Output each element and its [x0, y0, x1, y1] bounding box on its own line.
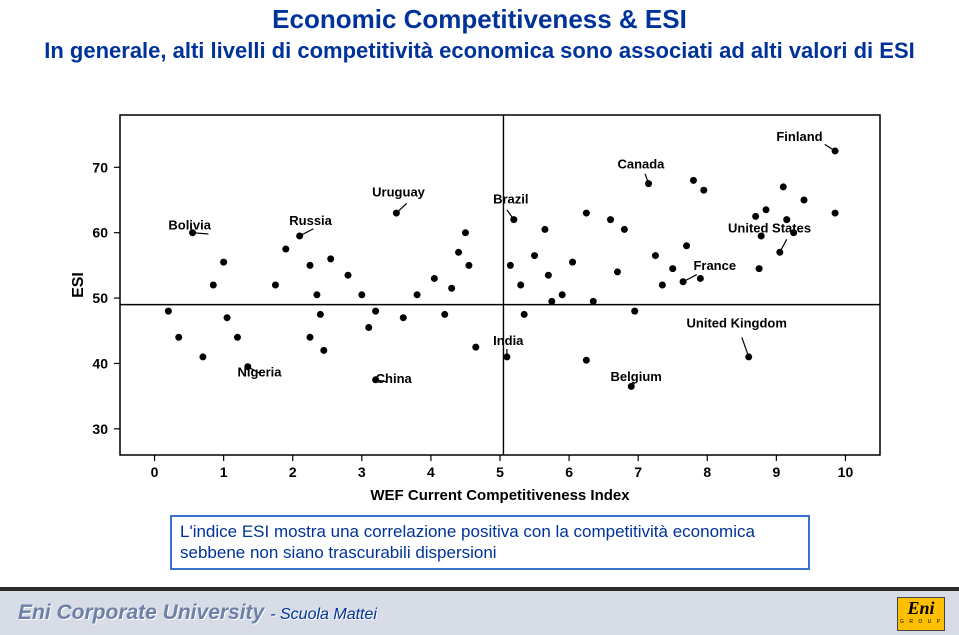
footer: Eni Corporate University - Scuola Mattei… [0, 587, 959, 635]
chart-label: Canada [617, 157, 665, 172]
chart-label: Brazil [493, 191, 528, 206]
svg-text:ESI: ESI [70, 272, 87, 298]
svg-text:0: 0 [151, 464, 159, 480]
logo-group: G R O U P [900, 619, 942, 625]
svg-text:6: 6 [565, 464, 573, 480]
svg-text:50: 50 [92, 290, 108, 306]
chart-label: India [493, 333, 524, 348]
chart-label: Bolivia [168, 217, 211, 232]
chart-label: China [376, 371, 413, 386]
chart-label: United States [728, 221, 811, 236]
svg-text:8: 8 [703, 464, 711, 480]
caption-text: L'indice ESI mostra una correlazione pos… [180, 521, 800, 564]
page-subtitle: In generale, alti livelli di competitivi… [0, 38, 959, 64]
svg-text:10: 10 [838, 464, 854, 480]
svg-text:30: 30 [92, 421, 108, 437]
chart-label: Russia [289, 213, 332, 228]
svg-text:40: 40 [92, 355, 108, 371]
slide-root: Economic Competitiveness & ESI In genera… [0, 0, 959, 635]
svg-text:7: 7 [634, 464, 642, 480]
chart-label: Belgium [611, 369, 662, 384]
page-title: Economic Competitiveness & ESI [0, 4, 959, 35]
svg-text:4: 4 [427, 464, 435, 480]
chart-label: France [693, 258, 736, 273]
footer-bar: Eni Corporate University - Scuola Mattei… [0, 591, 959, 635]
scatter-chart-svg: 0 1 2 3 4 5 6 7 8 9 10 30 40 50 60 70 ESI WEF Current Com… [65, 105, 895, 505]
chart-label: Nigeria [237, 365, 282, 380]
logo-text: Eni [907, 599, 934, 617]
svg-text:WEF Current Competitiveness In: WEF Current Competitiveness Index [370, 487, 630, 504]
caption-box: L'indice ESI mostra una correlazione pos… [170, 515, 810, 570]
chart-label: Uruguay [372, 185, 426, 200]
brand-name: Eni Corporate University [18, 601, 264, 625]
chart-label: Finland [776, 129, 822, 144]
scatter-chart: 0 1 2 3 4 5 6 7 8 9 10 30 40 50 60 70 ESI WEF Current Com… [65, 105, 895, 505]
svg-text:2: 2 [289, 464, 297, 480]
footer-brand: Eni Corporate University - Scuola Mattei [18, 601, 377, 625]
svg-text:5: 5 [496, 464, 504, 480]
svg-text:9: 9 [772, 464, 780, 480]
svg-text:3: 3 [358, 464, 366, 480]
svg-text:1: 1 [220, 464, 228, 480]
svg-text:60: 60 [92, 225, 108, 241]
brand-suffix: - Scuola Mattei [270, 606, 377, 624]
eni-logo: Eni G R O U P [897, 597, 945, 631]
svg-text:70: 70 [92, 159, 108, 175]
chart-label: United Kingdom [687, 316, 787, 331]
